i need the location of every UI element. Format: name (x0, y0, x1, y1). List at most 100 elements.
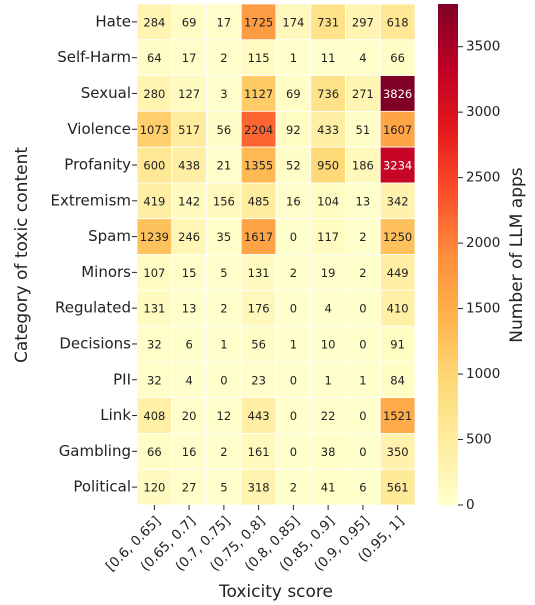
heatmap-cell (240, 146, 277, 184)
heatmap-cell (275, 146, 312, 184)
cell-label: 107 (143, 266, 165, 280)
heatmap-cell (136, 218, 173, 255)
heatmap-cell (206, 218, 242, 255)
cell-label: 1617 (244, 230, 273, 244)
cell-label: 64 (147, 51, 162, 65)
cell-label: 0 (359, 409, 366, 423)
heatmap-cell (171, 289, 207, 327)
heatmap-cell (206, 361, 242, 399)
cell-label: 27 (182, 481, 197, 495)
cell-label: 950 (317, 159, 339, 173)
cell-label: 350 (387, 445, 409, 459)
heatmap-cell (171, 182, 207, 220)
heatmap-cell (275, 218, 312, 255)
cell-label: 408 (143, 409, 165, 423)
cell-label: 600 (143, 159, 165, 173)
y-tick-label: Extremism (50, 191, 131, 209)
cell-label: 17 (182, 51, 197, 65)
y-tick-label: Profanity (64, 156, 131, 174)
cell-label: 4 (185, 373, 192, 387)
cell-label: 0 (290, 445, 297, 459)
heatmap-cell (345, 397, 381, 434)
cell-label: 271 (352, 87, 374, 101)
cell-label: 0 (290, 409, 297, 423)
cell-label: 20 (182, 409, 197, 423)
cell-label: 342 (387, 194, 409, 208)
cell-label: 51 (356, 123, 371, 137)
heatmap-cell (345, 75, 381, 112)
cell-label: 5 (220, 266, 227, 280)
cell-label: 1725 (244, 15, 273, 29)
cell-label: 66 (147, 445, 162, 459)
heatmap-cell (310, 433, 346, 470)
cell-label: 16 (182, 445, 197, 459)
colorbar-tick-label: 1000 (466, 366, 500, 382)
cell-label: 284 (143, 15, 165, 29)
heatmap-cell (379, 75, 416, 112)
cell-label: 0 (359, 302, 366, 316)
cell-label: 1355 (244, 159, 273, 173)
heatmap-cell (240, 361, 277, 399)
x-axis-label: Toxicity score (218, 582, 333, 602)
cell-label: 618 (387, 15, 409, 29)
cell-label: 16 (286, 194, 301, 208)
cell-label: 13 (182, 302, 197, 316)
y-tick-label: Self-Harm (57, 48, 131, 66)
heatmap-cell (379, 289, 416, 327)
cell-label: 1239 (140, 230, 169, 244)
heatmap-cell (275, 361, 312, 399)
heatmap-cell (345, 110, 381, 148)
heatmap-cell (136, 325, 173, 363)
cell-label: 23 (251, 373, 266, 387)
heatmap-cell (206, 254, 242, 291)
heatmap-cell (206, 468, 242, 506)
cell-label: 0 (220, 373, 227, 387)
colorbar-tick-label: 3000 (466, 104, 500, 120)
cell-label: 11 (321, 51, 336, 65)
y-tick-label: Sexual (81, 84, 131, 102)
heatmap-cell (345, 325, 381, 363)
y-tick-label: Violence (67, 120, 131, 138)
cell-label: 32 (147, 373, 162, 387)
heatmap-cell (379, 182, 416, 220)
cell-label: 117 (317, 230, 339, 244)
cell-label: 1 (324, 373, 331, 387)
cell-label: 115 (248, 51, 270, 65)
cell-label: 3234 (383, 159, 412, 173)
heatmap-cell (310, 39, 346, 76)
heatmap-cell (206, 433, 242, 470)
cell-label: 3826 (383, 87, 412, 101)
cell-label: 120 (143, 481, 165, 495)
cell-label: 485 (248, 194, 270, 208)
y-tick-label: Gambling (59, 442, 131, 460)
heatmap-cell (345, 218, 381, 255)
cell-label: 91 (390, 337, 405, 351)
cell-label: 131 (248, 266, 270, 280)
colorbar-tick-label: 500 (466, 432, 492, 448)
cell-label: 0 (290, 302, 297, 316)
cell-label: 6 (185, 337, 192, 351)
heatmap-cell (171, 3, 207, 41)
cell-label: 517 (178, 123, 200, 137)
heatmap-cell (275, 182, 312, 220)
heatmap-cell (206, 182, 242, 220)
cell-label: 142 (178, 194, 200, 208)
heatmap-cell (379, 433, 416, 470)
y-tick-label: Spam (88, 227, 131, 245)
cell-label: 12 (217, 409, 232, 423)
heatmap-cell (310, 218, 346, 255)
y-axis-label: Category of toxic content (12, 147, 32, 363)
colorbar-tick-label: 1500 (466, 301, 500, 317)
heatmap-cell (206, 289, 242, 327)
heatmap-cell (275, 254, 312, 291)
cell-label: 19 (321, 266, 336, 280)
cell-label: 174 (282, 15, 304, 29)
cell-label: 6 (359, 481, 366, 495)
heatmap-cell (379, 218, 416, 255)
heatmap-cell (345, 361, 381, 399)
heatmap-cell (136, 397, 173, 434)
cell-label: 410 (387, 302, 409, 316)
heatmap-cell (136, 3, 173, 41)
heatmap-cell (379, 39, 416, 76)
cell-label: 0 (290, 373, 297, 387)
